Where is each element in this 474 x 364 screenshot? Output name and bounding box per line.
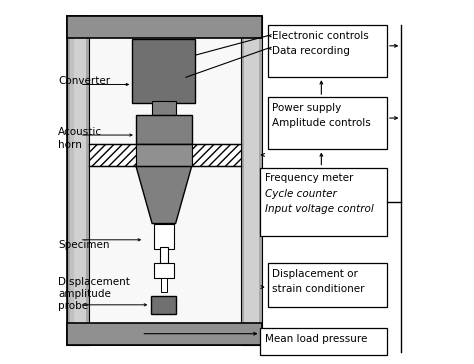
Bar [241, 16, 262, 345]
Bar [151, 296, 176, 314]
Text: Mean load pressure: Mean load pressure [265, 334, 367, 344]
Text: Electronic controls: Electronic controls [272, 31, 369, 41]
Bar [268, 263, 387, 306]
Text: Acoustic
horn: Acoustic horn [58, 127, 102, 150]
Text: strain conditioner: strain conditioner [272, 284, 365, 294]
Bar [136, 115, 192, 144]
Bar [67, 16, 262, 37]
Bar [154, 223, 174, 249]
Text: Power supply: Power supply [272, 103, 341, 113]
Text: Frequency meter: Frequency meter [265, 173, 353, 183]
Text: Displacement or: Displacement or [272, 269, 358, 279]
Bar [67, 16, 89, 345]
Bar [70, 17, 86, 343]
Bar [136, 144, 192, 166]
Bar [132, 39, 195, 103]
Polygon shape [136, 166, 192, 223]
Bar [161, 278, 167, 292]
Bar [244, 17, 259, 343]
Bar [70, 17, 74, 343]
Text: Specimen: Specimen [58, 240, 109, 250]
Text: Converter: Converter [58, 76, 110, 86]
Text: Displacement
amplitude
probe: Displacement amplitude probe [58, 277, 130, 311]
Text: Amplitude controls: Amplitude controls [272, 118, 371, 128]
Bar [67, 323, 262, 345]
Text: Cycle counter: Cycle counter [265, 189, 337, 198]
Bar [192, 144, 241, 166]
Bar [261, 328, 387, 355]
Text: Input voltage control: Input voltage control [265, 204, 374, 214]
Bar [152, 101, 175, 115]
Bar [154, 263, 174, 278]
Bar [89, 144, 136, 166]
Bar [160, 247, 168, 263]
Bar [67, 16, 262, 345]
Bar [268, 97, 387, 150]
Bar [268, 25, 387, 77]
Text: Data recording: Data recording [272, 46, 350, 56]
Bar [261, 167, 387, 236]
